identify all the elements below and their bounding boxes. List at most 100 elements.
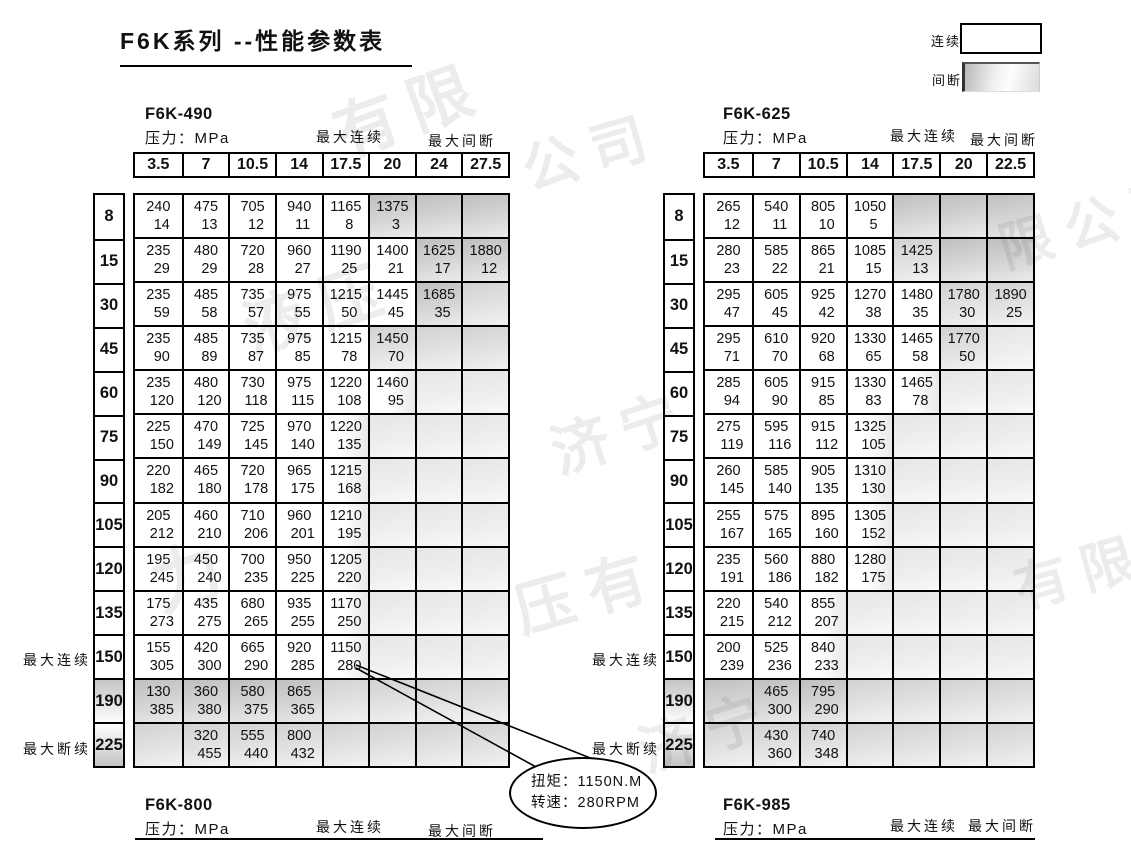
row-header-cell: 60 (95, 370, 123, 415)
table-cell: 1085 15 (845, 237, 893, 282)
speed-value: 182 (149, 481, 174, 498)
torque-value: 605 (764, 375, 789, 392)
row-header-cell: 30 (665, 282, 693, 327)
table-cell (845, 589, 893, 634)
torque-value: 540 (764, 595, 789, 612)
table-cell: 420 300 (181, 633, 229, 678)
footer1-max-intermittent-label: 最大间断 (428, 823, 496, 839)
speed-value: 21 (818, 261, 835, 278)
speed-value: 265 (243, 613, 269, 630)
table-cell: 275 119 (705, 413, 752, 458)
speed-value: 90 (771, 393, 788, 410)
speed-value: 85 (294, 349, 311, 366)
table-cell: 295 47 (705, 281, 752, 326)
table-cell: 865 365 (274, 677, 322, 722)
torque-value: 435 (193, 595, 219, 612)
table-cell (986, 413, 1033, 458)
torque-value: 795 (811, 683, 836, 700)
column-header-cell: 10.5 (798, 154, 846, 176)
table-cell: 155 305 (135, 633, 182, 678)
table-cell: 585 140 (751, 457, 799, 502)
speed-value: 212 (149, 525, 174, 542)
speed-value: 115 (291, 393, 315, 410)
speed-value: 105 (861, 437, 886, 454)
table-cell (705, 677, 752, 722)
table-cell (892, 195, 940, 238)
table-cell (461, 501, 508, 546)
table-cell: 795 290 (798, 677, 846, 722)
torque-value: 235 (146, 331, 171, 348)
speed-value: 235 (243, 569, 269, 586)
torque-value: 1625 (422, 243, 456, 260)
torque-value: 295 (716, 331, 741, 348)
row-header-cell: 190 (95, 678, 123, 723)
table-cell (414, 545, 462, 590)
footer2-pressure-label: 压力：MPa (723, 821, 808, 838)
table-cell: 470 149 (181, 413, 229, 458)
table-cell (892, 457, 940, 502)
footer1-max-continuous-label: 最大连续 (316, 819, 384, 835)
speed-value: 285 (290, 657, 315, 674)
callout-bubble: 扭矩：1150N.M 转速：280RPM (509, 757, 657, 829)
torque-value: 1215 (329, 331, 362, 348)
column-header-cell: 24 (414, 154, 462, 176)
table-cell: 1375 3 (368, 195, 415, 238)
row-header-cell: 135 (665, 590, 693, 635)
table1-max-intermittent-label: 最大间断 (428, 133, 496, 149)
speed-value: 207 (814, 613, 839, 630)
table-cell: 1215 50 (321, 281, 369, 326)
speed-value: 21 (387, 261, 404, 278)
table-cell: 130 385 (135, 677, 182, 722)
table-cell: 1220 135 (321, 413, 369, 458)
torque-value: 485 (193, 287, 219, 304)
speed-value: 15 (865, 261, 882, 278)
speed-value: 220 (337, 569, 362, 586)
speed-value: 119 (720, 437, 744, 454)
torque-value: 175 (146, 595, 171, 612)
torque-value: 1150 (330, 639, 362, 656)
speed-value: 22 (771, 261, 788, 278)
table-cell: 735 87 (228, 325, 275, 370)
speed-value: 215 (719, 613, 745, 630)
table-cell (368, 545, 415, 590)
table-cell (939, 501, 987, 546)
speed-value: 167 (719, 525, 745, 542)
table-cell (414, 195, 462, 238)
torque-value: 155 (146, 639, 171, 656)
table-cell: 465 180 (181, 457, 229, 502)
table-cell (368, 501, 415, 546)
table-cell (939, 545, 987, 590)
torque-value: 920 (287, 639, 312, 656)
torque-value: 485 (193, 331, 219, 348)
column-header-cell: 14 (274, 154, 322, 176)
table-cell (939, 677, 987, 722)
table-cell: 460 210 (181, 501, 229, 546)
column-header-cell: 3.5 (717, 156, 740, 173)
speed-value: 23 (723, 261, 740, 278)
column-header-cell: 14 (845, 154, 893, 176)
row-header-cell: 105 (95, 502, 123, 547)
speed-value: 13 (201, 217, 218, 234)
row-header-cell: 8 (665, 195, 693, 239)
table-cell: 580 375 (228, 677, 275, 722)
speed-value: 273 (149, 613, 174, 630)
table-cell: 560 186 (751, 545, 799, 590)
speed-value: 149 (197, 437, 222, 454)
torque-value: 1465 (900, 375, 933, 392)
table-cell: 1625 17 (414, 237, 462, 282)
table-cell: 1780 30 (939, 281, 987, 326)
torque-value: 450 (193, 551, 219, 568)
table-cell: 540 11 (751, 195, 799, 238)
table-cell: 255 167 (705, 501, 752, 546)
speed-value: 175 (861, 569, 886, 586)
torque-value: 475 (193, 199, 219, 216)
torque-value: 720 (240, 243, 265, 260)
torque-value: 1280 (853, 551, 887, 568)
table-cell: 175 273 (135, 589, 182, 634)
table-cell: 1445 45 (368, 281, 415, 326)
speed-value: 245 (149, 569, 174, 586)
torque-value: 225 (146, 419, 171, 436)
speed-value: 255 (290, 613, 315, 630)
torque-value: 525 (764, 639, 789, 656)
speed-value: 38 (865, 305, 882, 322)
